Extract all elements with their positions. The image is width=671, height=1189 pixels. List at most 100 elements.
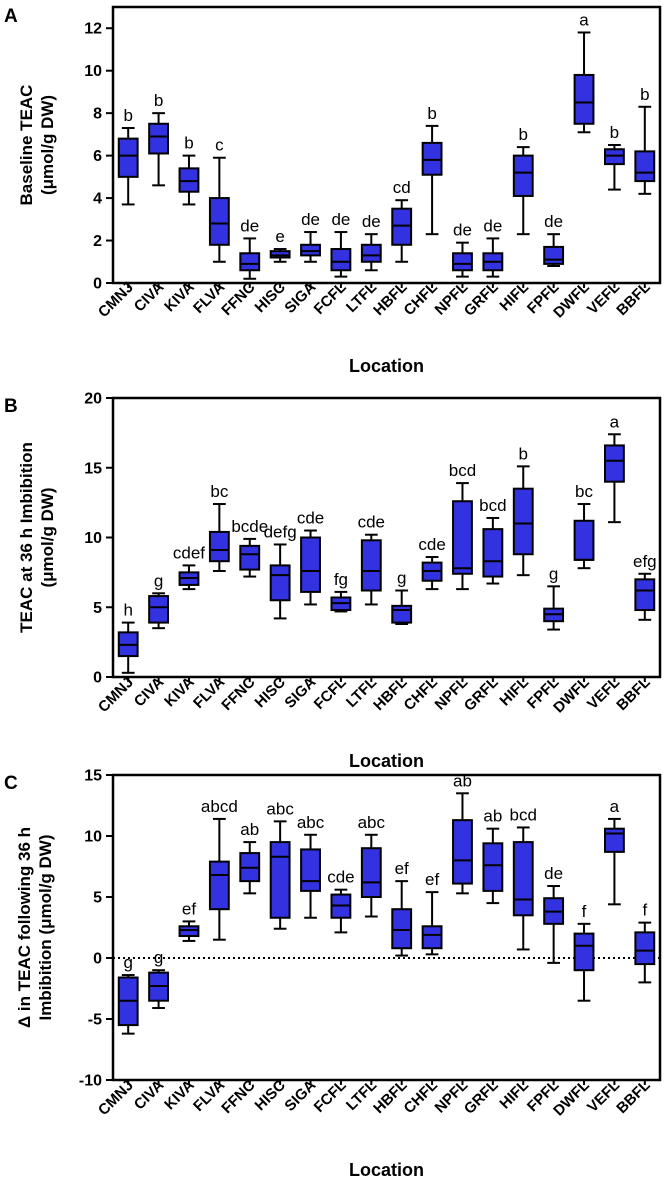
significance-letter: de: [301, 210, 320, 229]
significance-letter: g: [123, 953, 132, 972]
y-axis-title: TEAC at 36 h Imbibition (μmol/g DW): [17, 442, 57, 633]
significance-letter: b: [427, 104, 436, 123]
significance-letter: b: [154, 91, 163, 110]
y-axis-title-line: (μmol/g DW): [38, 95, 57, 195]
panel-letter: C: [4, 773, 18, 794]
significance-letter: b: [610, 123, 619, 142]
panel-letter: B: [4, 396, 18, 417]
x-tick-label: KIVA: [161, 1077, 198, 1114]
x-tick-label: SIGA: [281, 674, 319, 712]
significance-letter: cd: [393, 178, 411, 197]
y-tick-label: 6: [93, 148, 102, 165]
significance-letter: a: [579, 10, 589, 29]
iqr-box: [603, 148, 625, 166]
x-tick-label: HBFL: [370, 674, 410, 714]
x-tick-label: HISC: [252, 279, 289, 316]
y-tick-label: 15: [84, 460, 102, 477]
significance-letter: de: [331, 210, 350, 229]
significance-letter: b: [519, 444, 528, 463]
significance-letter: cdef: [173, 543, 205, 562]
significance-letter: g: [154, 571, 163, 590]
box-hisc: abc HISC: [252, 799, 295, 1114]
y-tick-label: 10: [84, 829, 102, 846]
y-axis-title-line: Imbibition (μmol/g DW): [36, 834, 55, 1020]
significance-letter: g: [397, 569, 406, 588]
y-axis-title-line: Δ in TEAC following 36 h: [15, 827, 34, 1028]
x-tick-label: BBFL: [613, 279, 653, 319]
y-axis-title: Δ in TEAC following 36 h Imbibition (μmol…: [15, 827, 55, 1028]
iqr-box: [239, 252, 261, 272]
y-tick-label: 10: [84, 530, 102, 547]
y-tick-label: 20: [84, 391, 102, 408]
significance-letter: b: [184, 134, 193, 153]
iqr-box: [360, 243, 382, 263]
iqr-box: [300, 536, 321, 593]
significance-letter: defg: [264, 522, 297, 541]
y-tick-label: -5: [88, 1012, 102, 1029]
iqr-box: [148, 122, 170, 155]
iqr-box: [300, 243, 321, 257]
significance-letter: cde: [358, 513, 385, 532]
panel-c: C Δ in TEAC following 36 h Imbibition (μmo…: [4, 768, 662, 1180]
x-tick-label: CIVA: [131, 674, 168, 711]
iqr-box: [208, 530, 230, 563]
iqr-box: [452, 819, 473, 885]
significance-letter: cde: [418, 535, 445, 554]
y-tick-label: 2: [93, 233, 102, 250]
box-fcfl: cde FCFL: [311, 868, 355, 1116]
significance-letter: c: [215, 136, 224, 155]
y-tick-label: 10: [84, 63, 102, 80]
iqr-box: [512, 487, 534, 556]
y-tick-label: 15: [84, 768, 102, 785]
y-axis-title: Baseline TEAC (μmol/g DW): [17, 85, 57, 206]
x-tick-label: CHFL: [401, 1077, 441, 1117]
y-tick-label: 0: [93, 951, 102, 968]
significance-letter: e: [275, 227, 284, 246]
iqr-box: [573, 519, 595, 561]
y-tick-label: -10: [79, 1073, 102, 1090]
significance-letter: de: [240, 216, 259, 235]
iqr-box: [573, 932, 595, 972]
significance-letter: de: [362, 212, 381, 231]
iqr-box: [421, 141, 443, 176]
significance-letter: g: [549, 564, 558, 583]
y-tick-label: 0: [93, 670, 102, 687]
iqr-box: [603, 827, 625, 853]
significance-letter: ef: [182, 899, 196, 918]
x-tick-label: FFNC: [218, 1077, 258, 1117]
box-siga: de SIGA: [281, 210, 321, 317]
iqr-box: [452, 252, 473, 272]
x-tick-label: CHFL: [401, 279, 441, 319]
x-tick-label: BBFL: [613, 674, 653, 714]
iqr-box: [543, 245, 565, 265]
plot-frame: [111, 5, 662, 285]
significance-letter: abcd: [201, 797, 238, 816]
significance-letter: ef: [425, 870, 439, 889]
significance-letter: bcd: [479, 496, 506, 515]
x-tick-label: FCFL: [311, 1077, 350, 1116]
iqr-box: [239, 544, 261, 571]
y-tick-label: 0: [93, 276, 102, 293]
y-tick-label: 12: [84, 21, 102, 38]
y-tick-label: 8: [93, 106, 102, 123]
significance-letter: ef: [395, 859, 409, 878]
box-kiva: ef KIVA: [161, 899, 200, 1114]
iqr-box: [360, 847, 382, 899]
y-axis-title-line: TEAC at 36 h Imbibition: [17, 442, 36, 633]
x-tick-label: GRFL: [461, 1077, 502, 1118]
iqr-box: [512, 154, 534, 197]
y-axis-title-line: Baseline TEAC: [17, 85, 36, 206]
x-tick-label: HISC: [252, 1077, 289, 1114]
iqr-box: [269, 250, 291, 259]
plot-frame: [111, 773, 662, 1082]
iqr-box: [391, 207, 413, 246]
iqr-box: [208, 860, 230, 911]
significance-letter: bc: [575, 482, 593, 501]
iqr-box: [603, 444, 625, 483]
